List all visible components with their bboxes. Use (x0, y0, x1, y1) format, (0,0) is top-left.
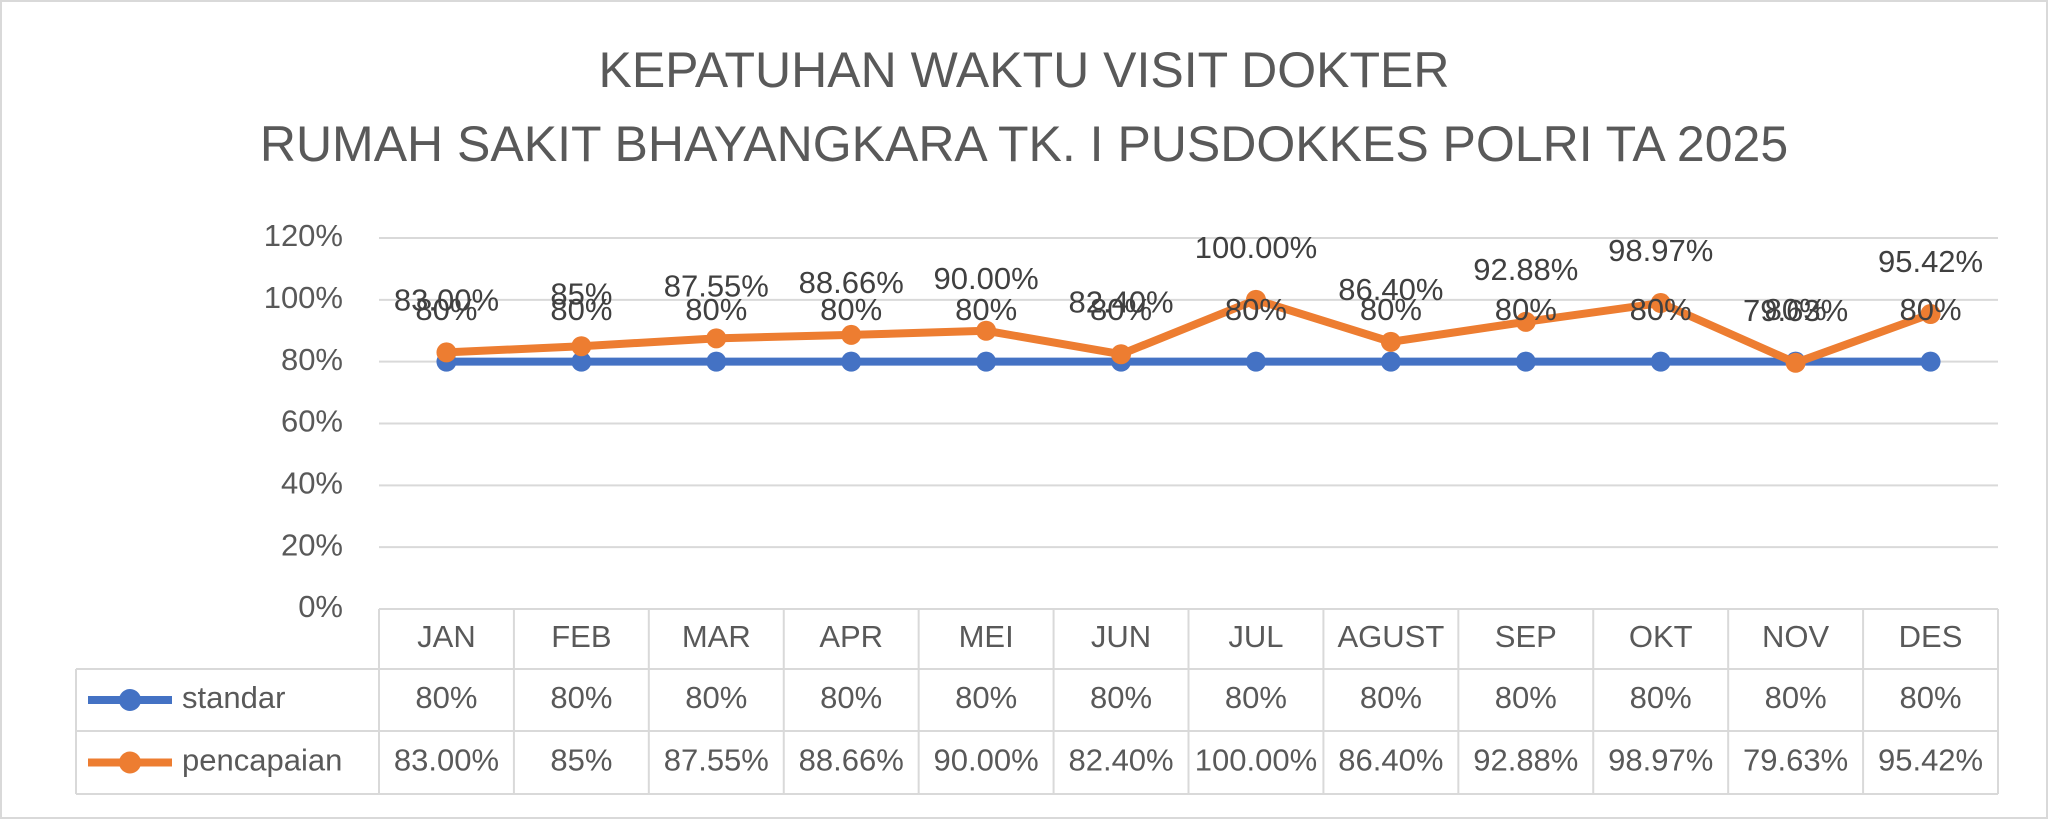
x-tick-label: MEI (959, 619, 1014, 654)
point (1380, 351, 1401, 372)
data-label: 88.66% (799, 265, 904, 300)
point (1515, 351, 1536, 372)
data-label: 86.40% (1338, 272, 1443, 307)
x-tick-label: JUN (1091, 619, 1151, 654)
data-label: 87.55% (664, 269, 769, 304)
table-cell: 80% (955, 680, 1017, 715)
table-cell: 80% (415, 680, 477, 715)
y-tick-label: 60% (281, 404, 343, 439)
legend-marker (119, 751, 141, 774)
data-label: 79.63% (1743, 293, 1848, 328)
table-cell: 92.88% (1473, 743, 1578, 778)
point (1920, 303, 1941, 324)
point (1111, 344, 1132, 365)
table-cell: 80% (1225, 680, 1287, 715)
data-label: 80% (1225, 292, 1287, 327)
legend-label: pencapaian (182, 743, 342, 778)
data-label: 80% (550, 292, 612, 327)
x-tick-label: AGUST (1337, 619, 1444, 654)
table-cell: 80% (1495, 680, 1557, 715)
point (571, 351, 592, 372)
data-label: 100.00% (1195, 230, 1317, 265)
table-cell: 80% (550, 680, 612, 715)
data-label: 80% (955, 292, 1017, 327)
data-label: 92.88% (1473, 252, 1578, 287)
point (976, 320, 997, 341)
point (1920, 351, 1941, 372)
table-cell: 90.00% (934, 743, 1039, 778)
point (841, 324, 862, 345)
chart-title: KEPATUHAN WAKTU VISIT DOKTER (598, 42, 1449, 98)
table-cell: 85% (550, 743, 612, 778)
y-tick-label: 120% (264, 218, 343, 253)
x-tick-label: JAN (417, 619, 476, 654)
x-tick-label: JUL (1228, 619, 1283, 654)
y-tick-label: 80% (281, 342, 343, 377)
point (1245, 351, 1266, 372)
point (706, 351, 727, 372)
y-tick-label: 100% (264, 280, 343, 315)
data-label: 80% (1360, 292, 1422, 327)
x-tick-label: SEP (1495, 619, 1557, 654)
point (1515, 311, 1536, 332)
data-label: 83.00% (394, 283, 499, 318)
table-cell: 88.66% (799, 743, 904, 778)
chart-subtitle: RUMAH SAKIT BHAYANGKARA TK. I PUSDOKKES … (260, 116, 1788, 172)
data-label: 80% (1900, 292, 1962, 327)
table-cell: 87.55% (664, 743, 769, 778)
data-label: 85% (550, 276, 612, 311)
series-line (446, 295, 1932, 367)
data-label: 80% (415, 292, 477, 327)
point (571, 336, 592, 357)
table-cell: 95.42% (1878, 743, 1983, 778)
point (1245, 289, 1266, 310)
y-tick-label: 20% (281, 527, 343, 562)
table-cell: 100.00% (1195, 743, 1317, 778)
data-label: 80% (1090, 292, 1152, 327)
table-cell: 82.40% (1068, 743, 1173, 778)
table-cell: 86.40% (1338, 743, 1443, 778)
data-label: 95.42% (1878, 244, 1983, 279)
point (1650, 351, 1671, 372)
table-cell: 80% (1090, 680, 1152, 715)
point (976, 351, 997, 372)
table-cell: 80% (1360, 680, 1422, 715)
point (436, 342, 457, 363)
data-label: 90.00% (934, 261, 1039, 296)
data-label: 80% (1630, 292, 1692, 327)
point (841, 351, 862, 372)
data-label: 80% (1495, 292, 1557, 327)
data-label: 98.97% (1608, 233, 1713, 268)
table-cell: 79.63% (1743, 743, 1848, 778)
point (1650, 293, 1671, 314)
y-tick-label: 0% (298, 589, 343, 624)
table-cell: 80% (1630, 680, 1692, 715)
data-label: 80% (1765, 292, 1827, 327)
x-tick-label: APR (819, 619, 883, 654)
point (1380, 331, 1401, 352)
table-cell: 98.97% (1608, 743, 1713, 778)
table-cell: 80% (685, 680, 747, 715)
x-tick-label: FEB (551, 619, 611, 654)
x-tick-label: MAR (682, 619, 751, 654)
y-tick-label: 40% (281, 466, 343, 501)
table-cell: 80% (1900, 680, 1962, 715)
data-label: 80% (685, 292, 747, 327)
point (706, 328, 727, 349)
x-tick-label: DES (1899, 619, 1963, 654)
x-tick-label: NOV (1762, 619, 1830, 654)
data-label: 82.40% (1068, 284, 1173, 319)
x-tick-label: OKT (1629, 619, 1693, 654)
table-cell: 80% (1765, 680, 1827, 715)
data-label: 80% (820, 292, 882, 327)
legend-marker (119, 689, 141, 711)
point (1785, 352, 1806, 373)
table-cell: 80% (820, 680, 882, 715)
legend-label: standar (182, 680, 285, 715)
table-cell: 83.00% (394, 743, 499, 778)
